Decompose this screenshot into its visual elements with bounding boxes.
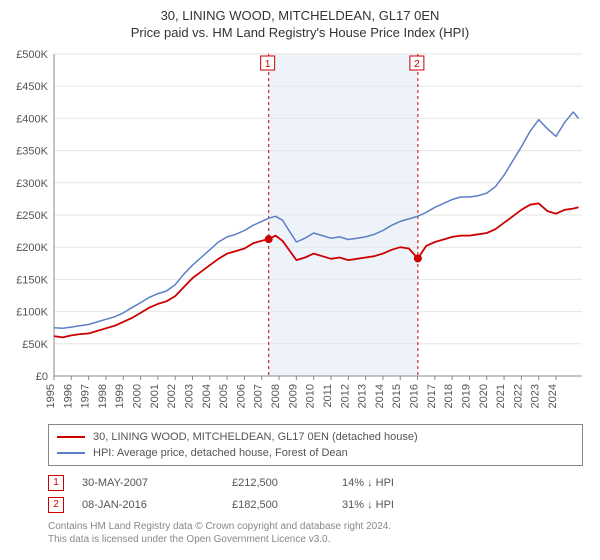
marker-table: 1 30-MAY-2007 £212,500 14% ↓ HPI 2 08-JA… [48,472,583,516]
svg-text:2016: 2016 [409,384,421,408]
svg-text:2003: 2003 [183,384,195,408]
chart-area: £0 £50K £100K £150K £200K £250K £300K £350K £400… [10,48,590,418]
svg-text:2021: 2021 [495,384,507,408]
marker-price: £212,500 [232,472,342,494]
svg-text:1999: 1999 [114,384,126,408]
chart-container: 30, LINING WOOD, MITCHELDEAN, GL17 0EN P… [0,0,600,552]
marker-row: 2 08-JAN-2016 £182,500 31% ↓ HPI [48,494,583,516]
svg-text:£500K: £500K [16,49,48,61]
svg-text:£250K: £250K [16,210,48,222]
svg-text:2009: 2009 [287,384,299,408]
svg-text:2017: 2017 [426,384,438,408]
marker-price: £182,500 [232,494,342,516]
marker-badge: 1 [48,475,64,491]
svg-text:2020: 2020 [478,384,490,408]
svg-text:1: 1 [265,59,271,70]
svg-text:£350K: £350K [16,146,48,158]
svg-text:2014: 2014 [374,384,386,408]
svg-text:£50K: £50K [22,339,48,351]
line-chart-svg: £0 £50K £100K £150K £200K £250K £300K £350K £400… [10,48,590,418]
svg-text:£400K: £400K [16,113,48,125]
svg-text:2015: 2015 [391,384,403,408]
legend: 30, LINING WOOD, MITCHELDEAN, GL17 0EN (… [48,424,583,466]
svg-text:1996: 1996 [62,384,74,408]
svg-text:2000: 2000 [132,384,144,408]
svg-text:£300K: £300K [16,178,48,190]
svg-text:2011: 2011 [322,384,334,408]
chart-title: 30, LINING WOOD, MITCHELDEAN, GL17 0EN [10,8,590,23]
svg-text:2010: 2010 [305,384,317,408]
svg-text:2019: 2019 [460,384,472,408]
svg-text:1995: 1995 [45,384,57,408]
marker-date: 30-MAY-2007 [82,472,232,494]
attribution-line: Contains HM Land Registry data © Crown c… [48,520,583,533]
svg-text:2008: 2008 [270,384,282,408]
legend-swatch [57,452,85,454]
svg-text:2018: 2018 [443,384,455,408]
svg-text:2004: 2004 [201,384,213,408]
legend-item: HPI: Average price, detached house, Fore… [57,445,574,461]
svg-text:2007: 2007 [253,384,265,408]
svg-text:2: 2 [414,59,420,70]
legend-swatch [57,436,85,438]
legend-label: HPI: Average price, detached house, Fore… [93,445,348,461]
svg-text:£100K: £100K [16,307,48,319]
attribution: Contains HM Land Registry data © Crown c… [48,520,583,546]
marker-diff: 31% ↓ HPI [342,494,462,516]
svg-text:£200K: £200K [16,242,48,254]
legend-item: 30, LINING WOOD, MITCHELDEAN, GL17 0EN (… [57,429,574,445]
svg-text:2012: 2012 [339,384,351,408]
attribution-line: This data is licensed under the Open Gov… [48,533,583,546]
legend-label: 30, LINING WOOD, MITCHELDEAN, GL17 0EN (… [93,429,418,445]
svg-text:2005: 2005 [218,384,230,408]
svg-text:£450K: £450K [16,81,48,93]
svg-text:1997: 1997 [80,384,92,408]
svg-text:£0: £0 [36,371,48,383]
marker-badge: 2 [48,497,64,513]
svg-text:£150K: £150K [16,274,48,286]
svg-text:2006: 2006 [235,384,247,408]
svg-text:1998: 1998 [97,384,109,408]
marker-row: 1 30-MAY-2007 £212,500 14% ↓ HPI [48,472,583,494]
svg-text:2013: 2013 [357,384,369,408]
marker-date: 08-JAN-2016 [82,494,232,516]
marker-diff: 14% ↓ HPI [342,472,462,494]
svg-text:2024: 2024 [547,384,559,408]
svg-text:2022: 2022 [512,384,524,408]
chart-subtitle: Price paid vs. HM Land Registry's House … [10,25,590,40]
svg-text:2023: 2023 [530,384,542,408]
svg-text:2002: 2002 [166,384,178,408]
svg-text:2001: 2001 [149,384,161,408]
